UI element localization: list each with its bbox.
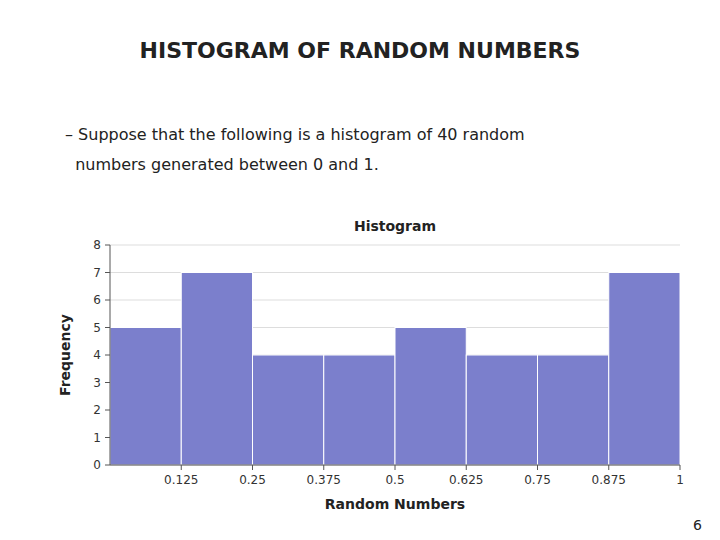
y-axis-label: Frequency: [57, 314, 73, 396]
x-tick: [323, 465, 324, 470]
page-number: 6: [693, 517, 702, 533]
bars: [110, 273, 680, 466]
x-tick: [181, 465, 182, 470]
y-tick-label: 4: [93, 348, 101, 362]
subtitle: numbers generated between 0 and 1.: [65, 155, 379, 174]
x-tick-label: 0.25: [239, 473, 266, 487]
y-tick: [105, 410, 110, 411]
y-tick: [105, 355, 110, 356]
x-tick-label: 0.125: [164, 473, 198, 487]
y-tick-label: 1: [93, 431, 101, 445]
y-tick-label: 7: [93, 266, 101, 280]
histogram-bar: [609, 273, 680, 466]
y-tick: [105, 272, 110, 273]
background: [0, 0, 720, 540]
grid: [110, 245, 680, 465]
histogram-bar: [466, 355, 537, 465]
x-tick: [680, 465, 681, 470]
x-axis-label: Random Numbers: [325, 496, 465, 512]
x-tick-label: 1: [676, 473, 684, 487]
y-tick-label: 2: [93, 403, 101, 417]
y-tick-label: 3: [93, 376, 101, 390]
axes: 0.125 0.25 0.375 0.5 0.625 0.75 0.875 1 0 1 2 3 4 5 6 7…: [93, 238, 683, 487]
histogram-bar: [110, 328, 181, 466]
y-tick: [105, 437, 110, 438]
x-tick: [395, 465, 396, 470]
histogram-bar: [181, 273, 252, 466]
x-tick: [252, 465, 253, 470]
x-tick: [608, 465, 609, 470]
x-tick-label: 0.375: [307, 473, 341, 487]
y-tick-label: 0: [93, 458, 101, 472]
x-tick: [466, 465, 467, 470]
page-title: HISTOGRAM OF RANDOM NUMBERS: [140, 38, 581, 63]
histogram-bar: [324, 355, 395, 465]
grid-line: [110, 245, 680, 246]
y-tick-label: 5: [93, 321, 101, 335]
y-tick: [105, 245, 110, 246]
histogram-bar: [253, 355, 324, 465]
y-tick: [105, 327, 110, 328]
y-tick: [105, 382, 110, 383]
histogram-bar: [395, 328, 466, 466]
x-tick-label: 0.5: [385, 473, 404, 487]
y-tick-label: 6: [93, 293, 101, 307]
x-tick-label: 0.75: [524, 473, 551, 487]
y-tick: [105, 300, 110, 301]
chart-root: HISTOGRAM OF RANDOM NUMBERS – Suppose tha…: [0, 0, 720, 540]
chart-title: Histogram: [354, 218, 436, 234]
x-tick: [537, 465, 538, 470]
x-tick-label: 0.625: [449, 473, 483, 487]
subtitle: – Suppose that the following is a histog…: [65, 125, 525, 144]
y-tick-label: 8: [93, 238, 101, 252]
y-tick: [105, 465, 110, 466]
histogram-bar: [538, 355, 609, 465]
x-tick-label: 0.875: [592, 473, 626, 487]
